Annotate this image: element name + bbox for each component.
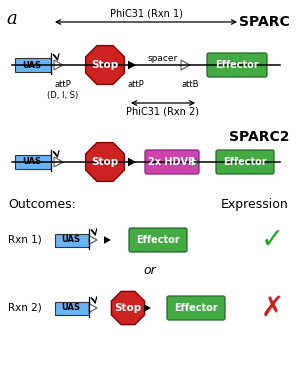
Text: Rxn 2): Rxn 2) [8, 303, 42, 313]
Text: Stop: Stop [92, 157, 118, 167]
Polygon shape [104, 236, 111, 244]
Text: Effector: Effector [215, 60, 259, 70]
Text: PhiC31 (Rxn 1): PhiC31 (Rxn 1) [110, 9, 182, 19]
Polygon shape [89, 236, 97, 244]
Polygon shape [144, 304, 151, 312]
Polygon shape [181, 60, 190, 70]
Text: a: a [6, 10, 17, 28]
Text: attP
(D, I, S): attP (D, I, S) [47, 80, 79, 100]
Polygon shape [89, 304, 97, 312]
Text: 2x HDVR: 2x HDVR [148, 157, 196, 167]
Text: Rxn 1): Rxn 1) [8, 235, 42, 245]
Text: spacer: spacer [148, 54, 178, 63]
FancyBboxPatch shape [216, 150, 274, 174]
FancyBboxPatch shape [145, 150, 199, 174]
FancyBboxPatch shape [207, 53, 267, 77]
Text: or: or [144, 263, 156, 277]
Polygon shape [85, 45, 124, 85]
Text: Stop: Stop [92, 60, 118, 70]
FancyBboxPatch shape [167, 296, 225, 320]
Text: PhiC31 (Rxn 2): PhiC31 (Rxn 2) [127, 106, 200, 116]
Text: Effector: Effector [223, 157, 267, 167]
Text: attB: attB [181, 80, 199, 89]
FancyBboxPatch shape [15, 58, 51, 72]
Text: UAS: UAS [22, 158, 41, 166]
Polygon shape [54, 60, 63, 70]
Text: Effector: Effector [136, 235, 180, 245]
Polygon shape [191, 157, 200, 167]
Text: ✓: ✓ [260, 226, 283, 254]
Text: Effector: Effector [174, 303, 218, 313]
Polygon shape [111, 291, 145, 325]
FancyBboxPatch shape [55, 233, 89, 246]
Text: Expression: Expression [221, 198, 289, 211]
Text: SPARC: SPARC [239, 15, 290, 29]
Polygon shape [54, 157, 63, 167]
Text: UAS: UAS [61, 304, 80, 313]
FancyBboxPatch shape [55, 302, 89, 315]
Text: SPARC2: SPARC2 [230, 130, 290, 144]
Polygon shape [128, 61, 136, 69]
Text: Stop: Stop [114, 303, 142, 313]
FancyBboxPatch shape [129, 228, 187, 252]
Text: UAS: UAS [61, 235, 80, 244]
Text: UAS: UAS [22, 61, 41, 69]
Polygon shape [85, 143, 124, 182]
FancyBboxPatch shape [15, 155, 51, 169]
Text: ✗: ✗ [260, 294, 283, 322]
Text: attP: attP [128, 80, 144, 89]
Polygon shape [128, 158, 136, 166]
Text: Outcomes:: Outcomes: [8, 198, 76, 211]
